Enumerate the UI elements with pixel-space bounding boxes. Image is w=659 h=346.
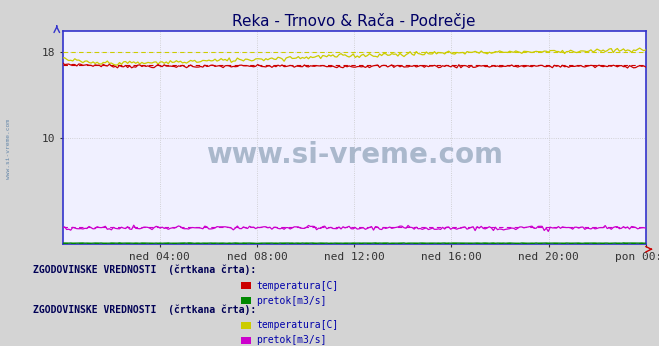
Text: pretok[m3/s]: pretok[m3/s] [256, 295, 327, 306]
Text: www.si-vreme.com: www.si-vreme.com [206, 140, 503, 169]
Text: ZGODOVINSKE VREDNOSTI  (črtkana črta):: ZGODOVINSKE VREDNOSTI (črtkana črta): [33, 304, 256, 315]
Text: www.si-vreme.com: www.si-vreme.com [6, 119, 11, 179]
Text: pretok[m3/s]: pretok[m3/s] [256, 335, 327, 345]
Title: Reka - Trnovo & Rača - Podrečje: Reka - Trnovo & Rača - Podrečje [233, 12, 476, 29]
Text: ZGODOVINSKE VREDNOSTI  (črtkana črta):: ZGODOVINSKE VREDNOSTI (črtkana črta): [33, 265, 256, 275]
Text: temperatura[C]: temperatura[C] [256, 281, 339, 291]
Text: temperatura[C]: temperatura[C] [256, 320, 339, 330]
